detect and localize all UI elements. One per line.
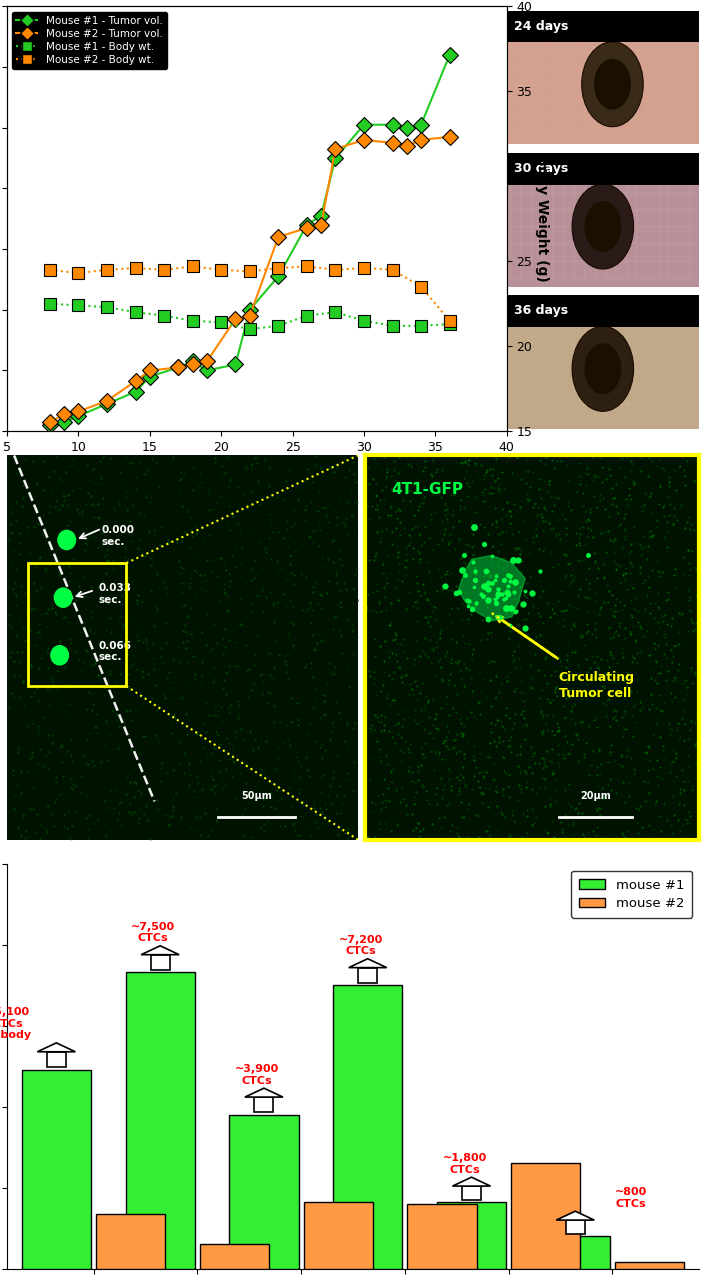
Ellipse shape [572,326,633,412]
Polygon shape [458,556,525,621]
Text: ~1,800
CTCs: ~1,800 CTCs [443,1153,486,1174]
X-axis label: Days: Days [236,459,277,474]
Text: ~7,200
CTCs: ~7,200 CTCs [339,935,383,956]
Bar [507,296,699,430]
Bar [407,1204,477,1269]
Y-axis label: Body Weight (g): Body Weight (g) [535,156,549,282]
Bar [507,10,699,144]
Bar [150,955,169,970]
Bar [511,1163,580,1269]
Bar [566,1220,585,1234]
Bar [96,1214,165,1269]
Text: ~5,100
CTCs
in body: ~5,100 CTCs in body [0,1007,31,1040]
Bar [229,1114,299,1269]
Text: 4T1-GFP: 4T1-GFP [392,482,464,497]
Text: Circulating
Tumor cell: Circulating Tumor cell [558,671,635,700]
Circle shape [58,530,76,550]
Bar [304,1202,373,1269]
Bar [22,1070,91,1269]
Bar [541,1237,610,1269]
Bar [462,1186,481,1200]
Text: 20μm: 20μm [580,792,611,802]
Bar [615,1262,684,1269]
Text: 0.000
sec.: 0.000 sec. [102,525,135,547]
Bar [126,973,195,1269]
Ellipse shape [585,343,621,394]
Text: 24 days: 24 days [515,20,569,33]
Ellipse shape [572,184,633,269]
Circle shape [54,588,72,607]
Polygon shape [37,1043,76,1052]
Polygon shape [245,1088,283,1096]
Polygon shape [349,959,387,968]
Bar [47,1052,66,1067]
Circle shape [51,645,68,664]
Text: 50μm: 50μm [241,792,272,802]
Bar [200,1244,269,1269]
Text: 30 days: 30 days [515,162,569,175]
Text: 0.066
sec.: 0.066 sec. [98,640,131,662]
Bar [254,1096,273,1113]
Bar [507,10,699,42]
Ellipse shape [594,59,631,110]
Bar [437,1202,506,1269]
Polygon shape [453,1177,491,1186]
Legend: mouse #1, mouse #2: mouse #1, mouse #2 [571,871,693,918]
Bar [333,986,402,1269]
Polygon shape [556,1211,594,1220]
Bar [507,153,699,287]
Bar [358,968,377,983]
Text: ~7,500
CTCs: ~7,500 CTCs [131,922,175,944]
Polygon shape [141,946,179,955]
Text: ~800
CTCs: ~800 CTCs [614,1187,647,1209]
Legend: Mouse #1 - Tumor vol., Mouse #2 - Tumor vol., Mouse #1 - Body wt., Mouse #2 - Bo: Mouse #1 - Tumor vol., Mouse #2 - Tumor … [12,11,167,69]
Ellipse shape [582,42,643,126]
Bar [28,564,126,686]
Ellipse shape [585,201,621,252]
Text: 36 days: 36 days [515,305,568,317]
Text: ~3,900
CTCs: ~3,900 CTCs [235,1065,279,1086]
Bar [507,296,699,328]
Text: 0.033
sec.: 0.033 sec. [98,583,131,604]
Bar [507,153,699,185]
